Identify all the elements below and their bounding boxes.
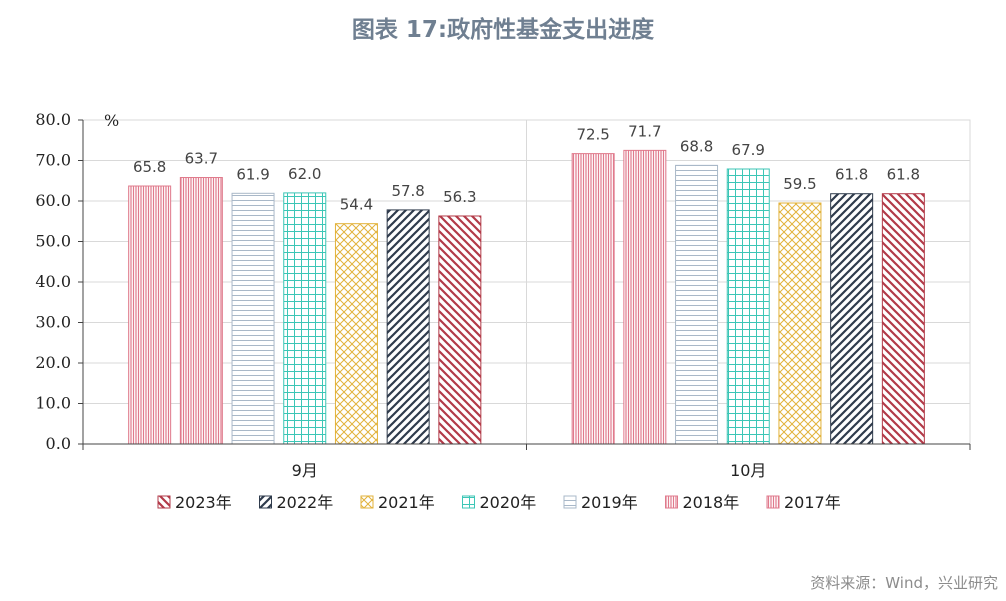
bar [231,192,275,445]
y-tick-label: 20.0 [35,353,71,372]
source-note: 资料来源：Wind，兴业研究 [810,574,998,592]
legend-swatch [665,495,678,509]
data-label: 59.5 [783,175,816,193]
y-tick-label: 30.0 [35,313,71,332]
data-label: 68.8 [680,137,713,155]
bar [179,177,223,445]
legend-swatch [766,495,780,509]
legend-swatch [157,495,171,509]
data-label: 61.9 [236,165,269,183]
y-tick-label: 70.0 [35,151,71,170]
bar [830,193,874,445]
y-tick-label: 80.0 [35,110,71,129]
data-label: 62.0 [288,165,321,183]
legend-label: 2021年 [378,493,435,512]
bar [726,168,770,445]
gridlines [82,119,971,445]
data-label: 72.5 [576,126,609,144]
data-label: 65.8 [133,158,166,176]
bar [675,164,719,445]
legend-label: 2019年 [581,493,638,512]
bar [571,153,615,445]
bar [334,223,378,445]
legend-swatch [462,495,475,509]
legend-swatch [563,495,577,509]
bar [438,215,482,445]
bar [778,202,822,445]
legend-swatch [360,495,374,509]
legend: 2023年 2022年 2021年 2020年 2019年 2018年 2017年 [157,493,841,512]
data-label: 67.9 [732,141,765,159]
bar [386,209,430,445]
data-label: 71.7 [628,122,661,140]
y-axis-unit: % [104,111,119,130]
legend-label: 2018年 [683,493,740,512]
chart-title: 图表 17:政府性基金支出进度 [351,17,655,43]
data-label: 57.8 [391,182,424,200]
data-label: 56.3 [443,188,476,206]
bars [128,149,925,445]
data-label: 54.4 [340,196,373,214]
x-tick-label: 9月 [292,461,318,480]
bar [128,185,172,445]
x-axis: 9月 10月 [82,443,971,480]
y-axis: 0.0 10.0 20.0 30.0 40.0 50.0 60.0 70.0 80.0 [35,110,84,453]
y-tick-label: 0.0 [46,434,71,453]
y-tick-label: 10.0 [35,394,71,413]
data-label: 63.7 [185,150,218,168]
y-tick-label: 40.0 [35,272,71,291]
bar [623,149,667,445]
bar [283,192,327,445]
bar [881,193,925,445]
legend-label: 2022年 [277,493,334,512]
y-tick-label: 50.0 [35,232,71,251]
legend-swatch [259,495,272,509]
data-label: 61.8 [835,166,868,184]
legend-label: 2023年 [175,493,232,512]
data-label: 61.8 [887,166,920,184]
y-tick-label: 60.0 [35,191,71,210]
x-tick-label: 10月 [730,461,766,480]
legend-label: 2017年 [784,493,841,512]
data-labels: 65.8 63.7 61.9 62.0 54.4 57.8 56.3 72.5 71.7 68.8… [133,122,920,213]
legend-label: 2020年 [480,493,537,512]
